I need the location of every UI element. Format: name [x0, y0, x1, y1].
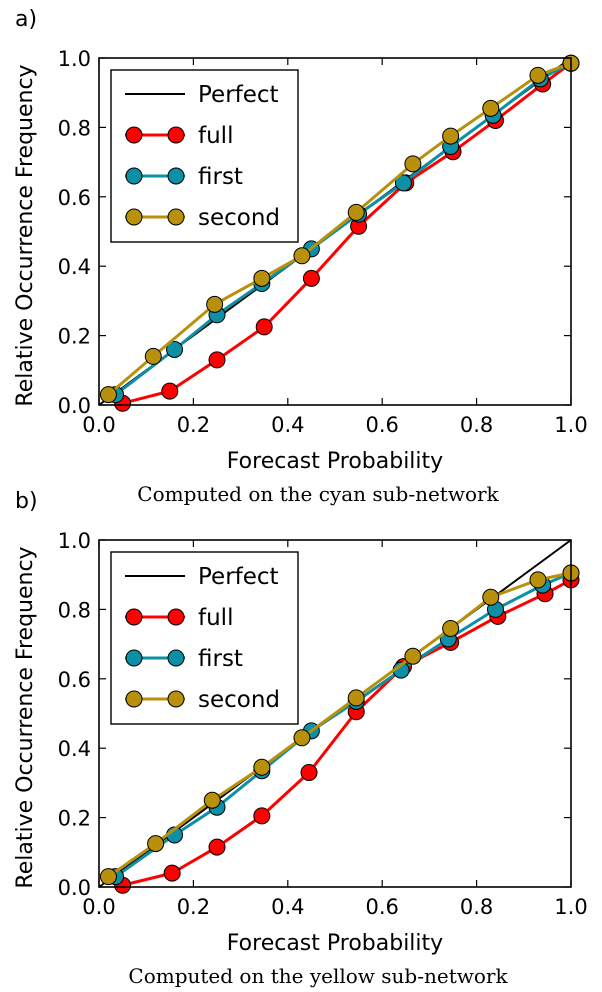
legend-marker — [125, 690, 143, 708]
data-point-full — [161, 382, 179, 400]
x-tick-label: 0.6 — [365, 895, 398, 919]
legend-label: second — [198, 205, 280, 231]
plot-area — [98, 54, 580, 412]
panel-b: b) 0.0 0.2 0.4 0.6 0.8 1.0 0.0 0.2 0.4 0.6 0.8 1.0 Fo… — [13, 489, 588, 988]
y-tick-label: 0.0 — [58, 394, 91, 418]
data-point-second — [529, 66, 547, 84]
x-tick-label: 0.6 — [365, 413, 398, 437]
data-point-second — [253, 269, 271, 287]
data-point-second — [482, 588, 500, 606]
legend-marker — [167, 690, 185, 708]
legend-label: second — [198, 687, 280, 713]
data-point-second — [99, 386, 117, 404]
y-tick-label: 0.6 — [58, 186, 91, 210]
legend-label: first — [198, 164, 243, 190]
x-tick-label: 0.2 — [177, 413, 210, 437]
x-tick-label: 0.8 — [460, 413, 493, 437]
legend-marker — [167, 126, 185, 144]
data-point-second — [442, 619, 460, 637]
data-point-second — [347, 203, 365, 221]
y-tick-label: 0.8 — [58, 116, 91, 140]
data-point-second — [293, 729, 311, 747]
legend-marker — [167, 208, 185, 226]
data-point-second — [529, 571, 547, 589]
data-point-first — [166, 340, 184, 358]
y-tick-label: 0.4 — [58, 737, 91, 761]
data-point-full — [163, 864, 181, 882]
y-tick-label: 0.2 — [58, 807, 91, 831]
data-point-second — [203, 791, 221, 809]
panel-label: b) — [15, 489, 38, 514]
x-tick-label: 0.8 — [460, 895, 493, 919]
axes-frame — [98, 57, 572, 406]
legend-marker — [167, 167, 185, 185]
x-axis-label: Forecast Probability — [227, 449, 443, 474]
legend-marker — [125, 608, 143, 626]
axes-frame — [98, 539, 572, 888]
caption: Computed on the cyan sub-network — [137, 482, 499, 506]
data-point-first — [394, 174, 412, 192]
plot-area — [98, 539, 580, 894]
x-tick-label: 0.4 — [271, 895, 304, 919]
legend-box — [110, 551, 299, 725]
x-tick-label: 1.0 — [554, 413, 587, 437]
legend-marker — [167, 649, 185, 667]
legend-label: Perfect — [198, 564, 279, 590]
data-point-second — [482, 99, 500, 117]
x-tick-label: 0.4 — [271, 413, 304, 437]
y-tick-label: 1.0 — [58, 529, 91, 553]
x-axis-label: Forecast Probability — [227, 931, 443, 956]
data-point-full — [253, 807, 271, 825]
data-point-second — [404, 647, 422, 665]
legend-marker — [125, 649, 143, 667]
caption: Computed on the yellow sub-network — [128, 964, 508, 988]
data-point-full — [208, 838, 226, 856]
x-tick-label: 0.0 — [82, 413, 115, 437]
legend-marker — [167, 608, 185, 626]
data-point-second — [99, 868, 117, 886]
data-point-second — [147, 835, 165, 853]
y-tick-label: 1.0 — [58, 47, 91, 71]
x-tick-label: 0.0 — [82, 895, 115, 919]
x-tick-label: 1.0 — [554, 895, 587, 919]
legend-label: full — [198, 605, 233, 631]
y-axis-label: Relative Occurrence Frequency — [13, 64, 38, 406]
legend-label: Perfect — [198, 82, 279, 108]
data-point-full — [255, 318, 273, 336]
data-point-full — [302, 269, 320, 287]
data-point-second — [293, 247, 311, 265]
legend-label: first — [198, 646, 243, 672]
legend-label: full — [198, 123, 233, 149]
data-point-second — [442, 127, 460, 145]
y-tick-label: 0.0 — [58, 876, 91, 900]
legend-box — [110, 69, 299, 243]
y-tick-label: 0.8 — [58, 598, 91, 622]
data-point-second — [206, 295, 224, 313]
panel-label: a) — [15, 7, 37, 32]
y-tick-label: 0.4 — [58, 255, 91, 279]
data-point-second — [144, 347, 162, 365]
legend-marker — [125, 126, 143, 144]
data-point-second — [347, 689, 365, 707]
y-axis-label: Relative Occurrence Frequency — [13, 546, 38, 888]
legend-marker — [125, 167, 143, 185]
x-tick-label: 0.2 — [177, 895, 210, 919]
data-point-full — [300, 763, 318, 781]
data-point-second — [253, 758, 271, 776]
legend-marker — [125, 208, 143, 226]
y-tick-label: 0.6 — [58, 668, 91, 692]
y-tick-label: 0.2 — [58, 325, 91, 349]
data-point-second — [404, 155, 422, 173]
data-point-full — [208, 351, 226, 369]
panel-a: a) 0.0 0.2 0.4 0.6 0.8 1.0 0.0 0.2 0.4 0.6 0.8 1.0 Fo… — [13, 7, 588, 506]
